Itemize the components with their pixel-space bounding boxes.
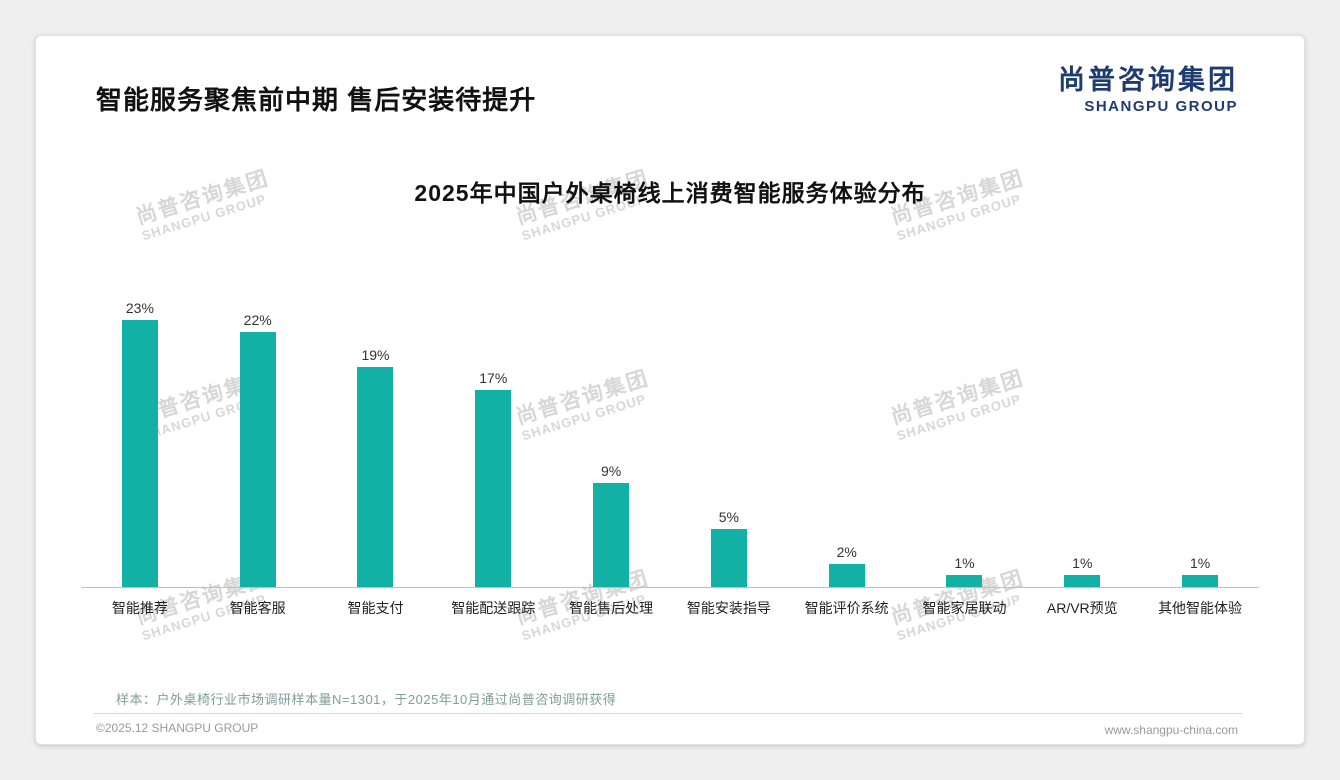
chart-plot-area: 23% 22% 19% 17% 9% 5% 2% 1% 1% 1%	[81, 210, 1259, 588]
bar	[475, 390, 512, 587]
copyright-text: ©2025.12 SHANGPU GROUP	[96, 721, 259, 735]
website-text: www.shangpu-china.com	[1104, 723, 1238, 737]
bar-category-label: 智能配送跟踪	[451, 600, 536, 616]
bar-value-label: 23%	[125, 300, 154, 316]
chart-title: 2025年中国户外桌椅线上消费智能服务体验分布	[414, 180, 926, 206]
company-logo: 尚普咨询集团 SHANGPU GROUP	[1058, 58, 1238, 115]
bar	[710, 529, 747, 587]
bar-category-label: 智能安装指导	[686, 600, 771, 616]
bar-value-label: 5%	[718, 509, 739, 525]
bar-category-label: 智能家居联动	[922, 600, 1007, 616]
bar-column: 5%	[670, 509, 788, 587]
bar	[946, 575, 983, 587]
page-title: 智能服务聚焦前中期 售后安装待提升	[96, 85, 537, 115]
bar	[357, 367, 394, 587]
bar-value-label: 22%	[243, 312, 272, 328]
logo-chinese-text: 尚普咨询集团	[1058, 65, 1238, 95]
footer-divider	[94, 713, 1242, 714]
bar	[1182, 575, 1219, 587]
bar-value-label: 19%	[361, 347, 390, 363]
bar	[1064, 575, 1101, 587]
bar-column: 19%	[317, 347, 435, 587]
bar-category-label: 智能推荐	[111, 600, 168, 616]
bar	[828, 564, 865, 587]
bar-column: 1%	[1141, 555, 1259, 587]
bar-value-label: 1%	[1189, 555, 1211, 571]
bar-column: 9%	[552, 463, 670, 587]
bar-value-label: 2%	[836, 544, 857, 560]
bar-column: 23%	[81, 300, 199, 587]
bar-column: 2%	[788, 544, 906, 587]
sample-footnote: 样本：户外桌椅行业市场调研样本量N=1301，于2025年10月通过尚普咨询调研…	[116, 692, 617, 707]
bar-chart: 2025年中国户外桌椅线上消费智能服务体验分布 23% 22% 19% 17% 9% 5%…	[81, 174, 1259, 618]
bar-column: 17%	[434, 370, 552, 587]
bar-value-label: 17%	[479, 370, 508, 386]
chart-category-axis: 智能推荐 智能客服 智能支付 智能配送跟踪 智能售后处理 智能安装指导 智能评价系统 智能家居…	[81, 598, 1259, 618]
bar-category-label: 智能客服	[229, 600, 286, 616]
bar-category-label: 其他智能体验	[1158, 600, 1243, 616]
bar-value-label: 1%	[1072, 555, 1093, 571]
bar	[593, 483, 630, 587]
bar-category-label: 智能售后处理	[569, 600, 654, 616]
slide-card: 尚普咨询集团 SHANGPU GROUP 尚普咨询集团 SHANGPU GROUP 尚普…	[35, 35, 1305, 745]
bar-column: 1%	[1023, 555, 1141, 587]
bar-column: 22%	[199, 312, 317, 587]
bar	[121, 320, 158, 587]
bar	[239, 332, 276, 587]
bar-category-label: 智能评价系统	[804, 600, 889, 616]
bar-value-label: 9%	[600, 463, 622, 479]
bar-column: 1%	[906, 555, 1024, 587]
logo-english-text: SHANGPU GROUP	[1084, 98, 1238, 115]
bar-category-label: AR/VR预览	[1046, 600, 1118, 616]
bar-value-label: 1%	[954, 555, 975, 571]
bar-category-label: 智能支付	[347, 600, 404, 616]
